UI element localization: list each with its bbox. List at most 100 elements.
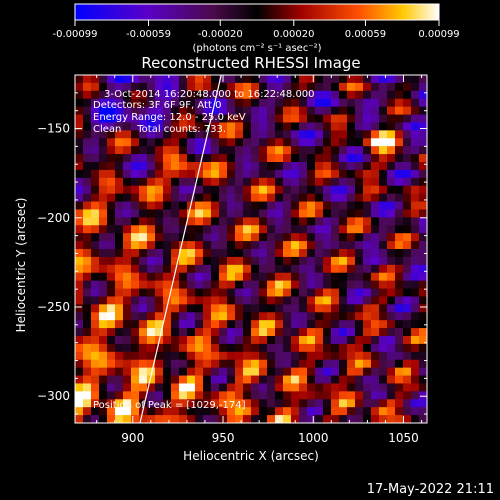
heatmap-cell: [371, 82, 380, 92]
heatmap-cell: [363, 280, 372, 289]
heatmap-cell: [171, 351, 180, 361]
heatmap-cell: [275, 367, 284, 376]
heatmap-cell: [75, 201, 84, 210]
heatmap-cell: [227, 280, 236, 289]
heatmap-cell: [203, 146, 212, 155]
heatmap-cell: [347, 177, 356, 187]
heatmap-cell: [291, 177, 300, 187]
heatmap-cell: [179, 82, 188, 92]
heatmap-cell: [323, 399, 332, 408]
heatmap-cell: [355, 312, 364, 321]
heatmap-cell: [323, 256, 332, 266]
heatmap-cell: [355, 328, 364, 337]
heatmap-cell: [171, 193, 180, 202]
heatmap-cell: [179, 90, 188, 100]
heatmap-cell: [347, 169, 356, 179]
heatmap-cell: [171, 130, 180, 139]
heatmap-cell: [395, 296, 404, 305]
heatmap-cell: [363, 415, 372, 423]
heatmap-cell: [419, 241, 427, 250]
heatmap-cell: [243, 209, 252, 218]
heatmap-cell: [299, 367, 308, 376]
heatmap-cell: [147, 241, 156, 250]
heatmap-cell: [315, 391, 324, 400]
heatmap-cell: [203, 162, 212, 171]
heatmap-cell: [275, 169, 284, 179]
heatmap-cell: [355, 399, 364, 408]
heatmap-cell: [323, 288, 332, 297]
heatmap-cell: [235, 106, 244, 115]
heatmap-cell: [83, 375, 92, 384]
heatmap-cell: [371, 225, 380, 234]
heatmap-cell: [251, 399, 260, 408]
heatmap-cell: [219, 154, 228, 163]
heatmap-cell: [123, 407, 132, 416]
heatmap-cell: [387, 288, 396, 297]
heatmap-cell: [259, 177, 268, 187]
heatmap-cell: [347, 154, 356, 163]
heatmap-cell: [91, 82, 100, 92]
heatmap-cell: [75, 272, 84, 282]
heatmap-cell: [171, 256, 180, 266]
heatmap-cell: [131, 146, 140, 155]
heatmap-cell: [355, 185, 364, 195]
heatmap-cell: [243, 138, 252, 147]
heatmap-cell: [387, 312, 396, 321]
heatmap-cell: [115, 138, 124, 147]
heatmap-cell: [419, 351, 427, 361]
heatmap-cell: [339, 407, 348, 416]
heatmap-cell: [371, 343, 380, 353]
heatmap-cell: [323, 241, 332, 250]
heatmap-cell: [403, 98, 412, 108]
heatmap-cell: [171, 415, 180, 423]
heatmap-cell: [363, 162, 372, 171]
heatmap-cell: [291, 351, 300, 361]
heatmap-cell: [243, 288, 252, 297]
heatmap-cell: [163, 146, 172, 155]
annotation-detectors: Detectors: 3F 6F 9F, Att 0: [93, 100, 221, 111]
heatmap-cell: [331, 209, 340, 218]
heatmap-cell: [307, 399, 316, 408]
heatmap-cell: [411, 391, 420, 400]
heatmap-cell: [179, 154, 188, 163]
heatmap-cell: [227, 399, 236, 408]
heatmap-cell: [251, 201, 260, 210]
heatmap-cell: [395, 82, 404, 92]
heatmap-cell: [91, 407, 100, 416]
heatmap-cell: [315, 288, 324, 297]
heatmap-cell: [251, 288, 260, 297]
heatmap-cell: [411, 90, 420, 100]
heatmap-cell: [91, 391, 100, 400]
heatmap-cell: [147, 249, 156, 258]
heatmap-cell: [419, 162, 427, 171]
heatmap-cell: [139, 415, 148, 423]
heatmap-cell: [203, 391, 212, 400]
heatmap-cell: [267, 359, 276, 369]
heatmap-cell: [299, 193, 308, 202]
heatmap-cell: [115, 169, 124, 179]
heatmap-cell: [275, 114, 284, 123]
heatmap-cell: [331, 367, 340, 376]
heatmap-cell: [387, 415, 396, 423]
heatmap-cell: [115, 201, 124, 210]
heatmap-cell: [211, 367, 220, 376]
heatmap-cell: [339, 162, 348, 171]
heatmap-cell: [403, 130, 412, 139]
heatmap-cell: [275, 343, 284, 353]
heatmap-cell: [187, 336, 196, 345]
heatmap-cell: [91, 336, 100, 345]
heatmap-cell: [315, 304, 324, 313]
heatmap-cell: [147, 407, 156, 416]
heatmap-cell: [395, 304, 404, 313]
heatmap-cell: [171, 241, 180, 250]
heatmap-cell: [139, 336, 148, 345]
heatmap-cell: [107, 312, 116, 321]
heatmap-cell: [355, 106, 364, 115]
heatmap-cell: [243, 272, 252, 282]
heatmap-cell: [339, 185, 348, 195]
heatmap-cell: [171, 162, 180, 171]
heatmap-cell: [419, 146, 427, 155]
heatmap-cell: [227, 217, 236, 226]
heatmap-cell: [139, 249, 148, 258]
heatmap-cell: [267, 217, 276, 226]
